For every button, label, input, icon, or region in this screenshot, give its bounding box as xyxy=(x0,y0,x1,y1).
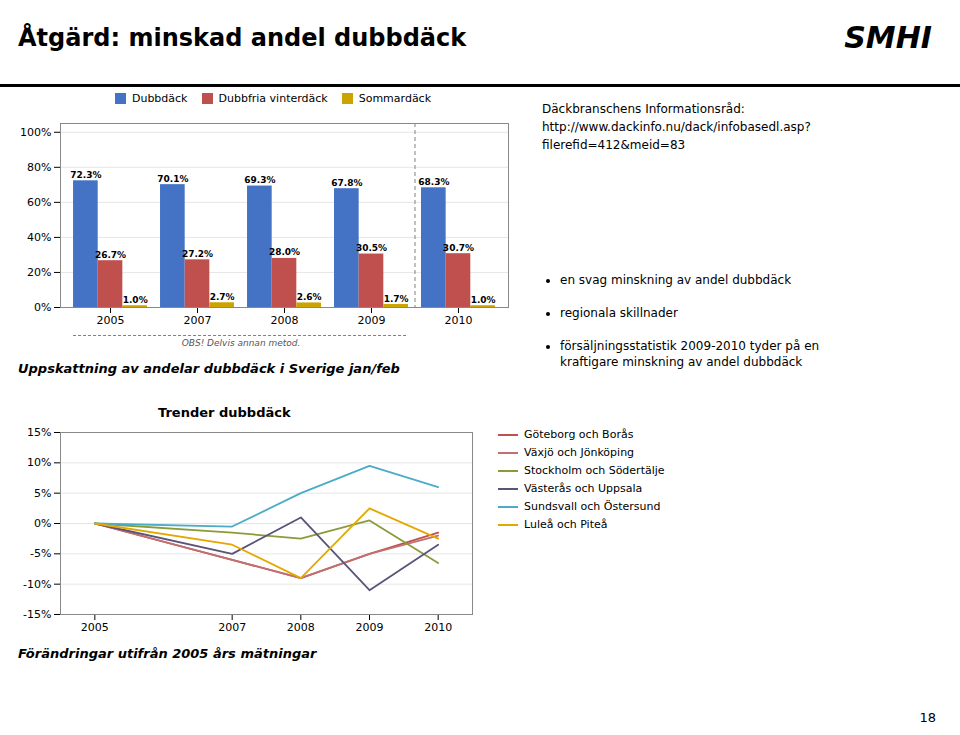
html-text:Dubbfria vinterdäck: Dubbfria vinterdäck xyxy=(218,92,328,105)
svg-text:2010: 2010 xyxy=(424,621,452,634)
html-text:Sundsvall och Östersund: Sundsvall och Östersund xyxy=(524,500,661,513)
html-text:Luleå och Piteå: Luleå och Piteå xyxy=(524,518,608,531)
svg-text:30.5%: 30.5% xyxy=(356,243,387,253)
html-text:Däckbranschens Informationsråd: Däckbranschens Informationsråd: http://w… xyxy=(542,102,811,152)
svg-text:2005: 2005 xyxy=(97,314,125,327)
svg-text:28.0%: 28.0% xyxy=(269,247,300,257)
svg-text:20%: 20% xyxy=(27,266,51,279)
svg-text:2009: 2009 xyxy=(356,621,384,634)
html-text:SMHI: SMHI xyxy=(844,20,932,55)
svg-text:26.7%: 26.7% xyxy=(95,250,126,260)
svg-text:-5%: -5% xyxy=(30,547,51,560)
svg-text:2.7%: 2.7% xyxy=(210,292,235,302)
svg-text:2010: 2010 xyxy=(444,314,472,327)
svg-text:67.8%: 67.8% xyxy=(331,178,362,188)
html-text:18: 18 xyxy=(919,710,936,725)
svg-text:OBS! Delvis annan metod.: OBS! Delvis annan metod. xyxy=(182,338,301,348)
html-text:Växjö och Jönköping: Växjö och Jönköping xyxy=(524,446,635,459)
svg-text:10%: 10% xyxy=(27,456,51,469)
svg-text:-15%: -15% xyxy=(23,608,51,621)
html-text:Åtgärd: minskad andel dubbdäck: Åtgärd: minskad andel dubbdäck xyxy=(18,24,467,52)
svg-text:70.1%: 70.1% xyxy=(157,174,188,184)
html-text:försäljningsstatistik 2009-201: försäljningsstatistik 2009-2010 tyder på… xyxy=(560,338,820,370)
html-text:Dubbdäck: Dubbdäck xyxy=(131,92,188,105)
svg-text:15%: 15% xyxy=(27,426,51,439)
svg-text:1.0%: 1.0% xyxy=(471,295,496,305)
svg-text:2007: 2007 xyxy=(218,621,246,634)
svg-text:2008: 2008 xyxy=(287,621,315,634)
html-text:Göteborg och Borås: Göteborg och Borås xyxy=(524,428,634,441)
html-text:Förändringar utifrån 2005 års: Förändringar utifrån 2005 års mätningar xyxy=(18,646,317,661)
html-text:Trender dubbdäck: Trender dubbdäck xyxy=(158,405,291,420)
html-text:Västerås och Uppsala: Västerås och Uppsala xyxy=(524,482,643,495)
svg-text:-10%: -10% xyxy=(23,578,51,591)
svg-text:2008: 2008 xyxy=(271,314,299,327)
html-text:regionala skillnader: regionala skillnader xyxy=(560,305,678,320)
svg-text:0%: 0% xyxy=(34,517,51,530)
html-text:Sommardäck: Sommardäck xyxy=(358,92,431,105)
svg-text:2005: 2005 xyxy=(81,621,109,634)
svg-text:2.6%: 2.6% xyxy=(297,292,322,302)
svg-text:0%: 0% xyxy=(34,301,51,314)
html-text:Stockholm och Södertälje: Stockholm och Södertälje xyxy=(524,464,665,477)
html-text:Uppskattning av andelar dubbdä: Uppskattning av andelar dubbdäck i Sveri… xyxy=(18,361,400,376)
svg-text:100%: 100% xyxy=(20,126,51,139)
svg-text:80%: 80% xyxy=(27,161,51,174)
svg-text:1.0%: 1.0% xyxy=(123,295,148,305)
svg-text:1.7%: 1.7% xyxy=(384,294,409,304)
svg-text:72.3%: 72.3% xyxy=(70,170,101,180)
svg-text:30.7%: 30.7% xyxy=(443,243,474,253)
svg-text:27.2%: 27.2% xyxy=(182,249,213,259)
svg-text:5%: 5% xyxy=(34,487,51,500)
svg-text:2009: 2009 xyxy=(357,314,385,327)
svg-text:68.3%: 68.3% xyxy=(418,177,449,187)
svg-text:60%: 60% xyxy=(27,196,51,209)
svg-text:40%: 40% xyxy=(27,231,51,244)
svg-text:69.3%: 69.3% xyxy=(244,175,275,185)
svg-text:2007: 2007 xyxy=(184,314,212,327)
html-text:en svag minskning av andel dub: en svag minskning av andel dubbdäck xyxy=(560,273,792,287)
